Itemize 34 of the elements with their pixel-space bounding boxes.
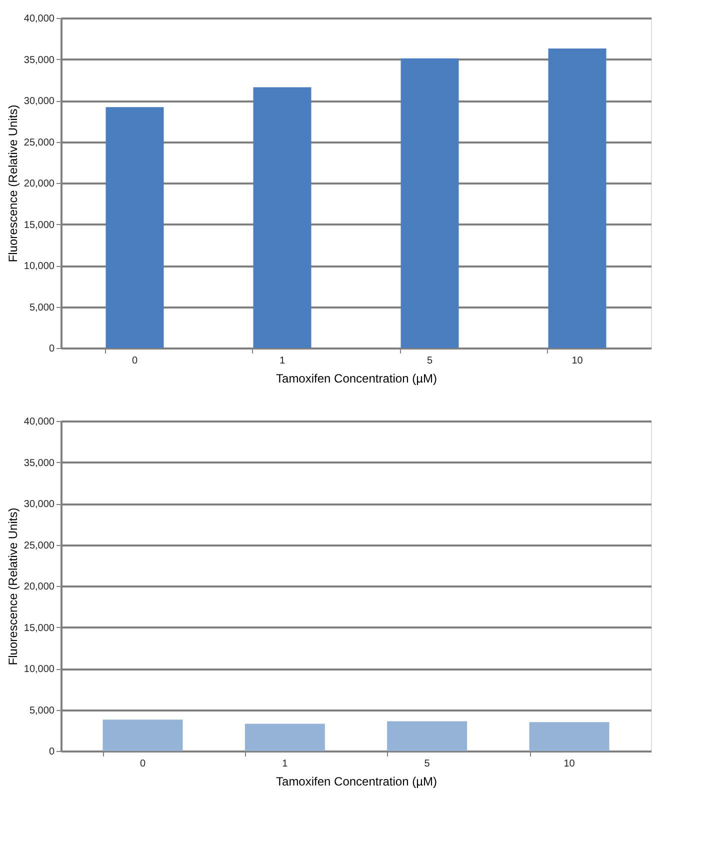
bar bbox=[106, 107, 164, 348]
y-tick-label: 10,000 bbox=[24, 261, 55, 272]
y-tick-label: 35,000 bbox=[24, 54, 55, 66]
y-tick-label: 5,000 bbox=[29, 302, 55, 314]
y-tick-label: 40,000 bbox=[24, 416, 55, 428]
x-tick-label: 0 bbox=[140, 758, 146, 770]
x-tick-label: 1 bbox=[282, 758, 288, 770]
bar bbox=[548, 48, 606, 348]
y-tick-label: 0 bbox=[48, 746, 55, 758]
y-tick-label: 25,000 bbox=[24, 540, 55, 552]
x-tick-label: 1 bbox=[279, 356, 286, 366]
y-tick-label: 20,000 bbox=[24, 582, 55, 592]
y-axis-title: Fluorescence (Relative Units) bbox=[6, 508, 20, 666]
x-axis-title: Tamoxifen Concentration (µM) bbox=[276, 372, 437, 386]
y-tick-label: 35,000 bbox=[24, 458, 55, 469]
y-tick-label: 25,000 bbox=[24, 137, 55, 148]
y-tick-label: 5,000 bbox=[29, 705, 55, 716]
x-tick-label: 0 bbox=[132, 356, 138, 366]
x-tick-label: 5 bbox=[424, 758, 430, 770]
x-axis-title: Tamoxifen Concentration (µM) bbox=[276, 774, 437, 788]
y-axis-title: Fluorescence (Relative Units) bbox=[6, 104, 20, 262]
y-tick-label: 30,000 bbox=[24, 96, 55, 107]
y-tick-label: 30,000 bbox=[24, 499, 55, 510]
y-tick-label: 0 bbox=[48, 344, 55, 354]
bar bbox=[253, 87, 312, 348]
y-tick-label: 15,000 bbox=[24, 220, 55, 231]
x-tick-label: 5 bbox=[426, 356, 433, 366]
bar bbox=[400, 58, 459, 348]
y-tick-label: 10,000 bbox=[24, 664, 55, 675]
y-tick-label: 40,000 bbox=[24, 14, 55, 24]
x-tick-label: 10 bbox=[572, 356, 584, 366]
x-tick-label: 10 bbox=[564, 758, 576, 770]
y-tick-label: 15,000 bbox=[24, 622, 55, 634]
y-tick-label: 20,000 bbox=[24, 178, 55, 190]
